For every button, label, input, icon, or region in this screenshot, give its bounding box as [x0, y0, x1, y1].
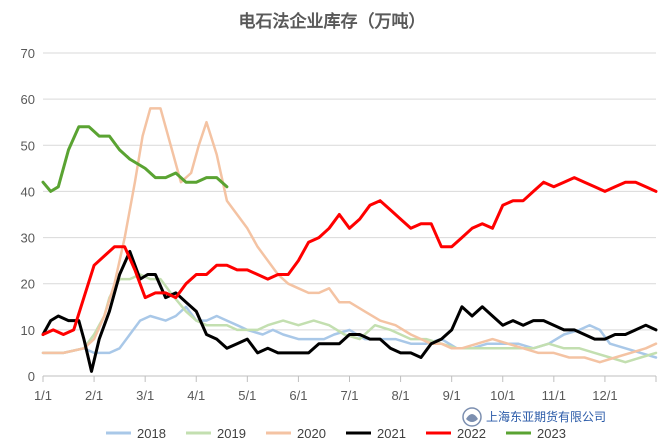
y-axis-ticks: 0 10 20 30 40 50 60 70: [21, 46, 35, 384]
series-line-2020: [41, 107, 658, 364]
series-line-2019: [41, 273, 658, 364]
y-tick-label: 50: [21, 138, 35, 153]
x-tick-label: 3/1: [136, 388, 154, 403]
grid-lines: [43, 52, 656, 377]
legend-label-2021: 2021: [377, 426, 406, 441]
legend: 2018 2019 2020 2021 2022 2023: [106, 426, 566, 441]
x-tick-label: 11/1: [542, 388, 566, 403]
watermark-logo-icon: [462, 407, 482, 427]
y-tick-label: 20: [21, 277, 35, 292]
legend-label-2023: 2023: [537, 426, 566, 441]
y-tick-label: 40: [21, 184, 35, 199]
y-tick-label: 0: [28, 369, 35, 384]
legend-label-2019: 2019: [217, 426, 246, 441]
legend-label-2018: 2018: [137, 426, 166, 441]
series-line-2022: [41, 176, 658, 336]
series-line-2018: [41, 305, 658, 359]
x-tick-label: 2/1: [85, 388, 103, 403]
chart-title: 电石法企业库存（万吨）: [239, 11, 426, 32]
x-tick-label: 5/1: [238, 388, 256, 403]
y-tick-label: 30: [21, 231, 35, 246]
x-tick-label: 9/1: [443, 388, 461, 403]
x-tick-label: 12/1: [592, 388, 617, 403]
x-tick-label: 10/1: [490, 388, 515, 403]
x-tick-label: 7/1: [340, 388, 358, 403]
series-lines: [41, 107, 658, 373]
watermark: 上海东亚期货有限公司: [462, 407, 606, 427]
x-tick-label: 6/1: [289, 388, 307, 403]
y-tick-label: 10: [21, 323, 35, 338]
x-tick-label: 4/1: [187, 388, 205, 403]
x-tick-label: 8/1: [392, 388, 410, 403]
series-line-2023: [41, 125, 229, 193]
y-tick-label: 60: [21, 92, 35, 107]
legend-label-2022: 2022: [457, 426, 486, 441]
watermark-logo-mark: [466, 414, 478, 422]
watermark-text: 上海东亚期货有限公司: [486, 409, 606, 424]
x-tick-label: 1/1: [34, 388, 52, 403]
legend-label-2020: 2020: [297, 426, 326, 441]
x-axis-ticks: 1/1 2/1 3/1 4/1 5/1 6/1 7/1 8/1 9/1 10/1 11/1 12/1: [34, 376, 657, 403]
series-line-2021: [41, 249, 658, 373]
y-tick-label: 70: [21, 46, 35, 61]
